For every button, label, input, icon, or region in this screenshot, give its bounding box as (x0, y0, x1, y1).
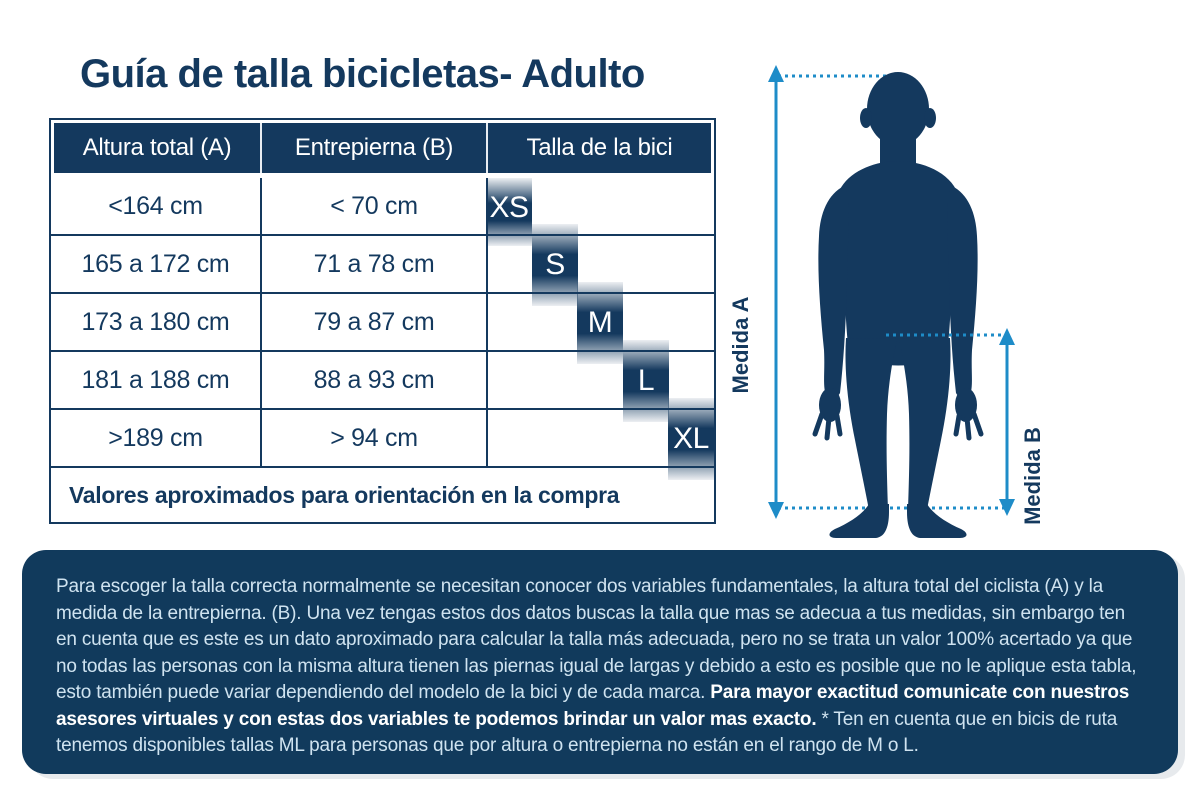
size-badge-m: M (577, 282, 623, 364)
size-table: Altura total (A) Entrepierna (B) Talla d… (49, 118, 716, 524)
page-title: Guía de talla bicicletas- Adulto (80, 52, 645, 96)
size-badge-l: L (623, 340, 669, 422)
size-badge-s: S (532, 224, 578, 306)
table-row: >189 cm > 94 cm (51, 408, 714, 466)
cell-altura: 173 a 180 cm (51, 294, 262, 350)
dotted-reference-lines (778, 74, 1007, 510)
info-text-regular-2: * Ten en cuenta que en bicis de ruta ten… (56, 708, 1118, 757)
human-figure-diagram: Medida A Medida B (728, 65, 1045, 538)
table-body: <164 cm < 70 cm 165 a 172 cm 71 a 78 cm … (51, 178, 714, 480)
table-row: 181 a 188 cm 88 a 93 cm (51, 350, 714, 408)
neck (880, 130, 916, 166)
measurement-diagram: Medida A Medida B (728, 58, 1058, 551)
info-box: Para escoger la talla correcta normalmen… (22, 550, 1178, 774)
right-leg (899, 338, 951, 510)
size-badge-xl: XL (668, 398, 714, 480)
human-silhouette (812, 72, 984, 538)
cell-altura: >189 cm (51, 410, 262, 466)
measure-a-label: Medida A (728, 296, 753, 393)
info-text-bold: Para mayor exactitud comunicate con nues… (56, 682, 1130, 730)
right-ear (924, 108, 936, 128)
head (867, 72, 929, 146)
header-altura: Altura total (A) (54, 123, 262, 173)
cell-altura: 181 a 188 cm (51, 352, 262, 408)
table-footnote: Valores aproximados para orientación en … (51, 466, 714, 522)
right-arm (947, 186, 978, 399)
left-hand (812, 388, 843, 441)
cell-entrepierna: > 94 cm (262, 410, 488, 466)
left-leg (845, 338, 897, 510)
measure-b-label: Medida B (1020, 427, 1045, 525)
cell-entrepierna: 71 a 78 cm (262, 236, 488, 292)
cell-entrepierna: < 70 cm (262, 178, 488, 234)
cell-entrepierna: 88 a 93 cm (262, 352, 488, 408)
info-text: Para escoger la talla correcta normalmen… (56, 574, 1144, 760)
measure-b-arrow (999, 328, 1015, 516)
right-foot (907, 504, 967, 538)
left-foot (829, 504, 889, 538)
header-entrepierna: Entrepierna (B) (262, 123, 488, 173)
left-arm (818, 186, 849, 399)
table-row: <164 cm < 70 cm (51, 178, 714, 234)
right-hand (953, 388, 984, 441)
table-row: 173 a 180 cm 79 a 87 cm (51, 292, 714, 350)
measure-a-arrow (768, 65, 784, 519)
torso (838, 161, 958, 366)
cell-altura: <164 cm (51, 178, 262, 234)
size-badge-xs: XS (486, 178, 532, 246)
cell-entrepierna: 79 a 87 cm (262, 294, 488, 350)
info-text-regular-1: Para escoger la talla correcta normalmen… (56, 576, 1137, 703)
cell-altura: 165 a 172 cm (51, 236, 262, 292)
header-talla: Talla de la bici (526, 134, 673, 161)
left-ear (860, 108, 872, 128)
table-header-row: Altura total (A) Entrepierna (B) Talla d… (54, 123, 711, 173)
table-row: 165 a 172 cm 71 a 78 cm (51, 234, 714, 292)
